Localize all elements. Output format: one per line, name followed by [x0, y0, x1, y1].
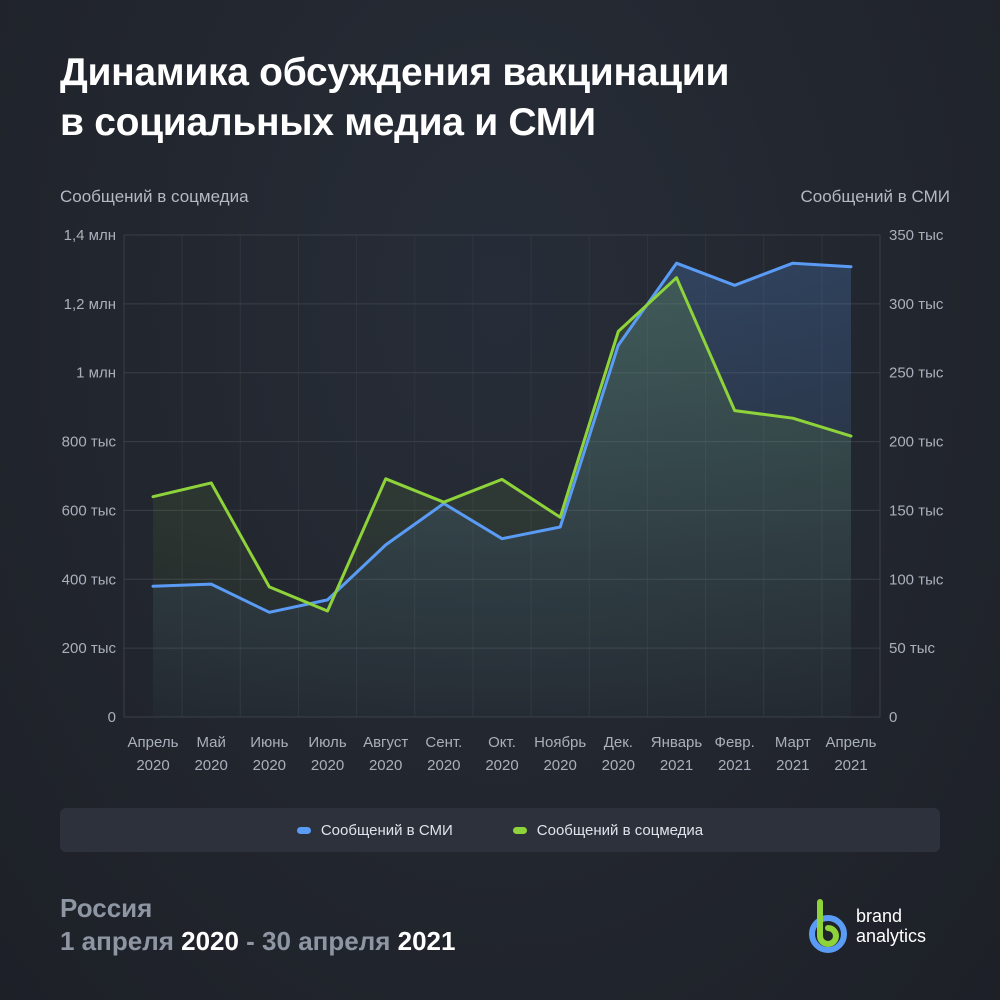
legend-item-social: Сообщений в соцмедиа: [512, 821, 704, 839]
right-tick-label: 150 тыс: [889, 502, 944, 519]
left-axis-tick-labels: 0 200 тыс 400 тыс 600 тыс 800 тыс 1 млн 1,2 мл…: [62, 227, 117, 726]
left-tick-label: 1,4 млн: [64, 227, 116, 244]
x-tick-label: Ноябрь 2020: [534, 734, 586, 774]
x-tick-label: Окт. 2020: [485, 734, 518, 774]
right-tick-label: 50 тыс: [889, 640, 936, 657]
x-tick-label: Март 2021: [775, 734, 811, 774]
right-axis-tick-labels: 0 50 тыс 100 тыс 150 тыс 200 тыс 250 тыс 300 т…: [889, 227, 944, 726]
brand-analytics-logo-icon: [809, 899, 847, 953]
period-start-year: 2020: [181, 926, 239, 956]
legend-item-media: Сообщений в СМИ: [296, 821, 453, 839]
x-tick-label: Июль 2020: [308, 734, 346, 774]
legend-swatch-media: [296, 826, 311, 834]
chart-title: Динамика обсуждения вакцинации в социаль…: [60, 48, 729, 148]
right-tick-label: 350 тыс: [889, 227, 944, 244]
x-tick-label: Август 2020: [363, 734, 408, 774]
brand-analytics-logo: brand analytics: [808, 896, 926, 956]
series-lines: [151, 261, 853, 614]
logo-text: brand analytics: [856, 906, 926, 946]
x-tick-label: Сент. 2020: [425, 734, 462, 774]
logo-text-line-1: brand: [856, 906, 903, 926]
left-tick-label: 600 тыс: [62, 502, 117, 519]
chart-title-line-1: Динамика обсуждения вакцинации: [60, 51, 730, 94]
series-areas: [153, 263, 851, 717]
x-tick-label: Июнь 2020: [250, 734, 288, 774]
legend-swatch-social: [512, 826, 527, 834]
left-tick-label: 200 тыс: [62, 640, 117, 657]
legend-label-media: Сообщений в СМИ: [320, 821, 453, 839]
line-series-media: [151, 261, 853, 614]
x-tick-label: Январь 2021: [651, 734, 703, 774]
period-end-year: 2021: [397, 926, 456, 956]
x-tick-label: Апрель 2021: [826, 734, 877, 774]
right-axis-title: Сообщений в СМИ: [800, 187, 951, 206]
footer-region: Россия: [60, 893, 153, 923]
left-tick-label: 400 тыс: [62, 571, 117, 588]
logo-text-line-2: analytics: [856, 926, 927, 946]
left-tick-label: 0: [108, 709, 116, 726]
left-tick-label: 1,2 млн: [64, 296, 116, 313]
left-tick-label: 1 млн: [76, 365, 116, 382]
area-social: [153, 277, 851, 717]
right-tick-label: 100 тыс: [889, 571, 944, 588]
right-tick-label: 250 тыс: [889, 365, 944, 382]
footer-period: 1 апреля 2020 - 30 апреля 2021: [60, 926, 455, 957]
line-chart: 0 200 тыс 400 тыс 600 тыс 800 тыс 1 млн 1,2 мл…: [62, 227, 944, 774]
x-tick-label: Май 2020: [194, 734, 227, 774]
x-tick-label: Февр. 2021: [715, 734, 755, 774]
x-tick-label: Апрель 2020: [128, 734, 179, 774]
right-tick-label: 0: [889, 709, 897, 726]
x-axis-tick-labels: Апрель 2020 Май 2020 Июнь 2020 Июль 2020 Август 2…: [128, 734, 877, 774]
left-tick-label: 800 тыс: [62, 434, 117, 451]
right-tick-label: 300 тыс: [889, 296, 944, 313]
legend: Сообщений в СМИ Сообщений в соцмедиа: [60, 808, 940, 852]
period-separator: - 30 апреля: [238, 926, 398, 956]
left-axis-title: Сообщений в соцмедиа: [60, 187, 249, 206]
line-series-social: [151, 276, 853, 613]
right-tick-label: 200 тыс: [889, 434, 944, 451]
legend-label-social: Сообщений в соцмедиа: [536, 821, 704, 839]
x-tick-label: Дек. 2020: [602, 734, 635, 774]
period-start-text: 1 апреля: [60, 926, 182, 956]
chart-title-line-2: в социальных медиа и СМИ: [60, 101, 596, 144]
